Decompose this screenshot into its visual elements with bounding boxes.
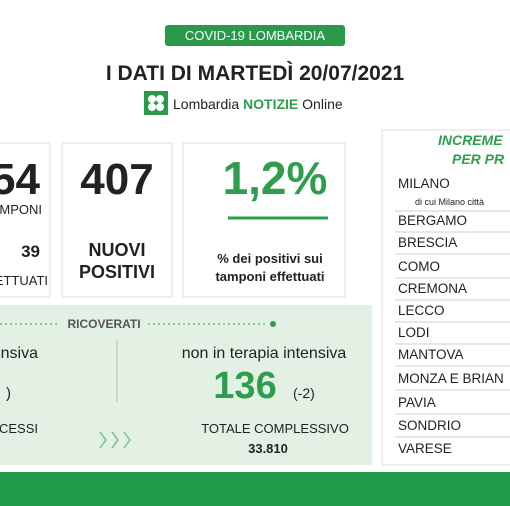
province: MILANO: [398, 176, 450, 191]
total-label: TOTALE COMPLESSIVO: [201, 421, 349, 436]
logo-icon: [144, 91, 168, 115]
card-sub-value: 39: [21, 242, 40, 261]
banner-bg: [165, 25, 345, 46]
card-label: tamponi effettuati: [215, 269, 324, 284]
province: BRESCIA: [398, 235, 457, 250]
left-label: nsiva: [1, 345, 38, 362]
left-value: ): [6, 385, 11, 402]
card: [61, 142, 173, 298]
banner: COVID-19 LOMBARDIA: [185, 28, 325, 43]
province-list: MILANO BERGAMO BRESCIA COMO CREMONA LECCO LODI…: [395, 176, 510, 456]
card-value: 1,2%: [223, 152, 328, 204]
card-value: 54: [0, 155, 41, 204]
card-sub-label: ETTUATI: [0, 273, 48, 288]
province: MANTOVA: [398, 347, 464, 362]
ricoverati-bg: [0, 305, 372, 465]
footer-bar: [0, 472, 510, 506]
province: COMO: [398, 259, 440, 274]
province: MONZA E BRIAN: [398, 371, 504, 386]
province: BERGAMO: [398, 213, 467, 228]
provinces-panel: [381, 129, 510, 466]
province: CREMONA: [398, 281, 467, 296]
province: VARESE: [398, 441, 452, 456]
dot: [270, 321, 276, 327]
card-value: 407: [80, 155, 153, 204]
card: [0, 142, 51, 298]
milano-note: di cui Milano città: [415, 197, 484, 207]
province: SONDRIO: [398, 418, 461, 433]
province: PAVIA: [398, 395, 436, 410]
section-title: RICOVERATI: [67, 317, 140, 331]
right-label: non in terapia intensiva: [182, 345, 347, 362]
card: [182, 142, 346, 298]
provinces-title: INCREME: [438, 132, 503, 148]
title: I DATI DI MARTEDÌ 20/07/2021: [106, 62, 405, 85]
card-label: POSITIVI: [79, 262, 155, 282]
province: LODI: [398, 325, 430, 340]
logo-text: Lombardia NOTIZIE Online: [173, 96, 343, 112]
card-label: NUOVI: [88, 240, 145, 260]
provinces-title: PER PR: [452, 151, 505, 167]
card-label: MPONI: [0, 202, 42, 217]
card-label: % dei positivi sui: [217, 251, 322, 266]
logo-clover: [148, 95, 164, 111]
deaths-label: CESSI: [0, 421, 38, 436]
right-value: 136: [213, 365, 276, 407]
chevrons: [99, 431, 131, 449]
right-delta: (-2): [293, 385, 315, 401]
province: LECCO: [398, 303, 445, 318]
total-value: 33.810: [248, 441, 288, 456]
